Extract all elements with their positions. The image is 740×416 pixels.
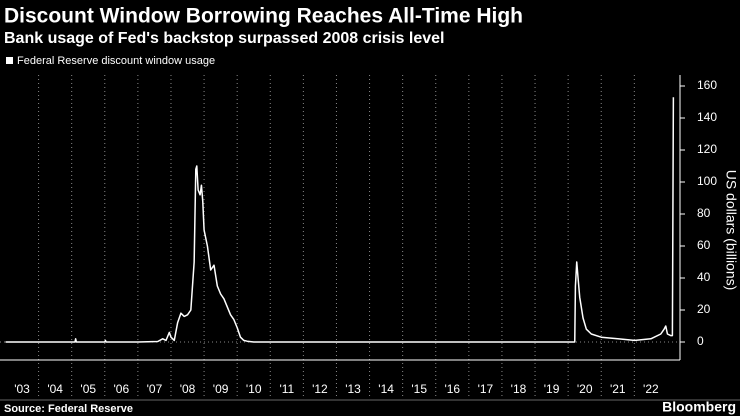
x-tick-label: '21	[610, 382, 626, 396]
x-tick-label: '06	[114, 382, 130, 396]
x-tick-label: '19	[544, 382, 560, 396]
y-tick-label: 20	[697, 302, 711, 316]
x-tick-label: '08	[180, 382, 196, 396]
y-tick-label: 60	[697, 238, 711, 252]
x-tick-label: '09	[213, 382, 229, 396]
y-tick-label: 40	[697, 270, 711, 284]
y-tick-label: 100	[697, 174, 717, 188]
x-tick-label: '03	[14, 382, 30, 396]
x-tick-label: '05	[80, 382, 96, 396]
x-tick-label: '17	[478, 382, 494, 396]
y-tick-label: 120	[697, 142, 717, 156]
x-tick-label: '22	[643, 382, 659, 396]
x-tick-label: '10	[246, 382, 262, 396]
x-tick-label: '11	[279, 382, 294, 396]
x-tick-label: '18	[511, 382, 527, 396]
legend-swatch	[6, 57, 13, 64]
x-tick-label: '15	[411, 382, 427, 396]
x-tick-label: '16	[444, 382, 460, 396]
data-line	[5, 97, 675, 343]
x-tick-label: '07	[147, 382, 163, 396]
brand: Bloomberg	[662, 399, 736, 415]
chart-subtitle: Bank usage of Fed's backstop surpassed 2…	[4, 30, 444, 47]
y-tick-label: 160	[697, 78, 717, 92]
y-tick-label: 80	[697, 206, 711, 220]
x-tick-label: '20	[577, 382, 593, 396]
source: Source: Federal Reserve	[4, 403, 133, 415]
x-tick-label: '04	[47, 382, 63, 396]
y-tick-label: 0	[697, 334, 704, 348]
y-axis-label: US dollars (billions)	[723, 170, 739, 291]
chart-title: Discount Window Borrowing Reaches All-Ti…	[4, 5, 523, 28]
legend-label: Federal Reserve discount window usage	[17, 55, 215, 67]
x-tick-label: '14	[378, 382, 394, 396]
y-tick-label: 140	[697, 110, 717, 124]
x-tick-label: '13	[345, 382, 361, 396]
x-tick-label: '12	[312, 382, 328, 396]
